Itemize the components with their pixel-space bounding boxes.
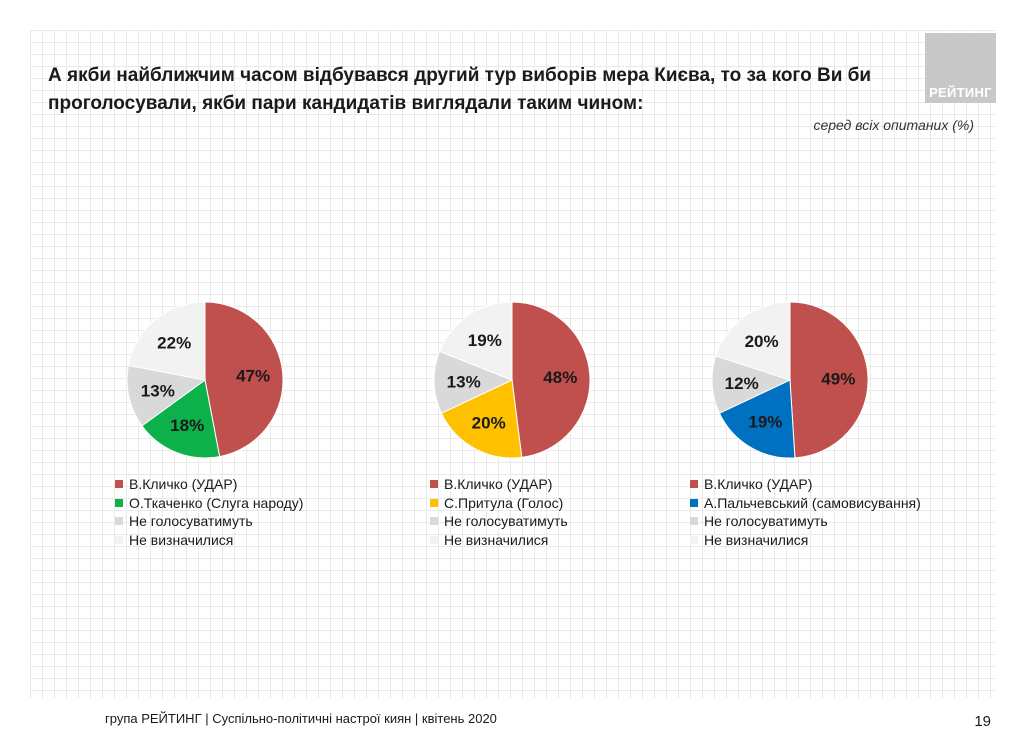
pie-2-slice-challenger [440,379,523,459]
legend-swatch [115,498,123,507]
footer-text: група РЕЙТИНГ | Суспільно-політичні наст… [105,711,497,726]
legend-swatch [430,535,438,544]
pie-2-svg: 48% 20% 13% 19% [433,301,591,459]
pie-2-legend-item-will-not-vote: Не голосуватимуть [430,512,760,531]
pie-3-label-klychko: 49% [821,370,855,389]
legend-label: Не визначилися [444,531,549,548]
pie-1-legend-item-klychko: В.Кличко (УДАР) [115,475,445,494]
pie-3-svg: 49% 19% 12% 20% [711,301,869,459]
legend-label: В.Кличко (УДАР) [704,476,813,492]
pie-2-label-undecided: 19% [468,331,502,350]
pie-3-slice-klychko [789,301,869,459]
pie-3-slice-undecided [715,301,791,381]
pie-3-legend-item-will-not-vote: Не голосуватимуть [690,512,1020,531]
page-number: 19 [974,713,991,730]
pie-1-legend-item-will-not-vote: Не голосуватимуть [115,512,445,531]
legend-swatch [430,498,438,507]
pie-1-label-challenger: 18% [170,416,204,435]
legend-label: В.Кличко (УДАР) [129,476,238,492]
legend-label: В.Кличко (УДАР) [444,476,553,492]
pie-3-legend-item-challenger: А.Пальчевський (самовисування) [690,494,1020,513]
legend-swatch [115,535,123,544]
legend-label: С.Притула (Голос) [444,494,564,511]
brand-logo: РЕЙТИНГ [925,33,996,103]
slide-title: А якби найближчим часом відбувався други… [48,65,872,114]
legend-label: Не голосуватимуть [444,513,568,529]
pie-1-label-undecided: 22% [157,334,191,353]
pie-2-legend-item-undecided: Не визначилися [430,531,760,550]
pie-1-legend-item-challenger: О.Ткаченко (Слуга народу) [115,494,445,513]
pie-1-slice-will-not-vote [126,364,207,427]
pie-3-label-undecided: 20% [745,332,779,351]
pie-2-legend-item-challenger: С.Притула (Голос) [430,494,760,513]
legend-swatch [690,498,698,507]
legend-swatch [690,535,698,544]
legend-label: Не визначилися [129,531,234,548]
pie-3-legend-item-klychko: В.Кличко (УДАР) [690,475,1020,494]
legend-label: Не голосуватимуть [704,513,828,529]
legend-swatch [690,517,698,525]
pie-chart-3: 49% 19% 12% 20% В.Кличко (УДАР) А.Пальчевськ… [640,290,940,560]
pie-3-label-challenger: 19% [748,413,782,432]
pie-3-legend-item-undecided: Не визначилися [690,531,1020,550]
logo-text: РЕЙТИНГ [929,85,992,100]
pie-1-slice-klychko [204,301,284,458]
pie-3-label-will-not-vote: 12% [725,374,759,393]
pie-chart-2: 48% 20% 13% 19% В.Кличко (УДАР) С.Притула (Г… [362,290,662,560]
pie-1-label-will-not-vote: 13% [141,382,175,401]
legend-swatch [430,480,438,488]
pie-2-label-klychko: 48% [543,368,577,387]
legend-label: Не голосуватимуть [129,513,253,529]
pie-2-label-challenger: 20% [472,413,506,432]
pie-2-slice-undecided [438,301,513,381]
legend-swatch [115,480,123,488]
legend-swatch [115,517,123,525]
legend-label: Не визначилися [704,531,809,548]
pie-3-slice-challenger [718,379,796,459]
pie-2-legend: В.Кличко (УДАР) С.Притула (Голос) Не голос… [430,475,760,549]
pie-2-slice-will-not-vote [433,350,514,414]
pie-2-slice-klychko [511,301,591,458]
pie-1-legend: В.Кличко (УДАР) О.Ткаченко (Слуга народу)… [115,475,445,549]
pie-1-slice-undecided [127,301,206,381]
pie-1-label-klychko: 47% [236,366,270,385]
pie-chart-1: 47% 18% 13% 22% В.Кличко (УДАР) О.Ткаченко (… [55,290,355,560]
pie-1-slice-challenger [141,379,221,459]
pie-2-label-will-not-vote: 13% [447,373,481,392]
pie-1-legend-item-undecided: Не визначилися [115,531,445,550]
chart-subtitle: серед всіх опитаних (%) [813,117,974,133]
pie-3-legend: В.Кличко (УДАР) А.Пальчевський (самовисув… [690,475,1020,549]
legend-label: О.Ткаченко (Слуга народу) [129,494,304,511]
pie-2-legend-item-klychko: В.Кличко (УДАР) [430,475,760,494]
pie-1-svg: 47% 18% 13% 22% [126,301,284,459]
legend-swatch [430,517,438,525]
legend-swatch [690,480,698,488]
legend-label: А.Пальчевський (самовисування) [704,494,921,511]
